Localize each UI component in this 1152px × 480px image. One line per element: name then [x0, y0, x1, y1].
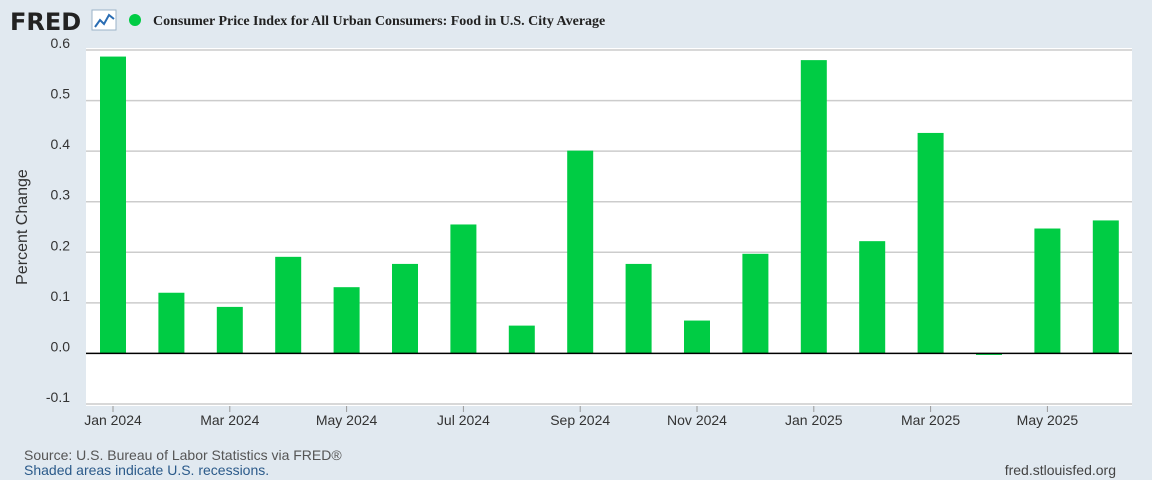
bar[interactable] [1092, 220, 1119, 354]
y-tick-label: -0.1 [46, 389, 70, 405]
y-tick-label: 0.1 [51, 288, 71, 304]
x-tick-label: Jan 2025 [785, 412, 843, 428]
bar[interactable] [976, 353, 1002, 355]
x-tick-label: Nov 2024 [667, 412, 727, 428]
bar[interactable] [859, 241, 886, 354]
bar[interactable] [742, 253, 769, 354]
bar[interactable] [333, 287, 360, 354]
grid [86, 49, 1132, 405]
recession-note[interactable]: Shaded areas indicate U.S. recessions. [24, 462, 270, 478]
fred-logo[interactable]: FRED [10, 8, 81, 36]
bar[interactable] [450, 224, 477, 354]
x-tick-label: Jul 2024 [437, 412, 490, 428]
series-title: Consumer Price Index for All Urban Consu… [153, 14, 605, 29]
plot-area [86, 48, 1132, 406]
y-tick-label: 0.5 [51, 86, 71, 102]
bar[interactable] [392, 263, 418, 354]
y-tick-label: 0.0 [51, 338, 71, 354]
bar[interactable] [158, 292, 185, 354]
y-tick-label: 0.6 [51, 35, 71, 51]
bar[interactable] [800, 60, 827, 354]
bar[interactable] [508, 325, 535, 354]
bar[interactable] [1034, 228, 1061, 354]
bar[interactable] [275, 256, 302, 354]
bar[interactable] [917, 132, 944, 354]
legend-marker [129, 14, 141, 26]
source-text[interactable]: Source: U.S. Bureau of Labor Statistics … [24, 447, 342, 463]
x-tick-label: May 2024 [316, 412, 378, 428]
x-tick-label: Mar 2024 [200, 412, 259, 428]
y-tick-label: 0.3 [51, 187, 71, 203]
bar[interactable] [100, 56, 126, 354]
y-axis-title: Percent Change [14, 169, 31, 285]
x-tick-label: Mar 2025 [901, 412, 960, 428]
site-url[interactable]: fred.stlouisfed.org [1004, 462, 1116, 478]
y-tick-label: 0.2 [51, 237, 71, 253]
x-tick-label: Sep 2024 [550, 412, 610, 428]
x-tick-label: May 2025 [1017, 412, 1079, 428]
bar[interactable] [625, 263, 652, 354]
bar[interactable] [567, 150, 594, 354]
y-tick-label: 0.4 [51, 136, 71, 152]
bars [100, 56, 1119, 355]
bar[interactable] [684, 320, 710, 354]
x-axis-ticks: Jan 2024 Mar 2024 May 2024 Jul 2024 Sep 2024… [84, 406, 1078, 428]
bar[interactable] [216, 306, 243, 354]
x-tick-label: Jan 2024 [84, 412, 142, 428]
line-chart-icon [91, 9, 117, 31]
y-axis-ticks: 0.6 0.5 0.4 0.3 0.2 0.1 0.0 -0.1 [46, 35, 70, 405]
